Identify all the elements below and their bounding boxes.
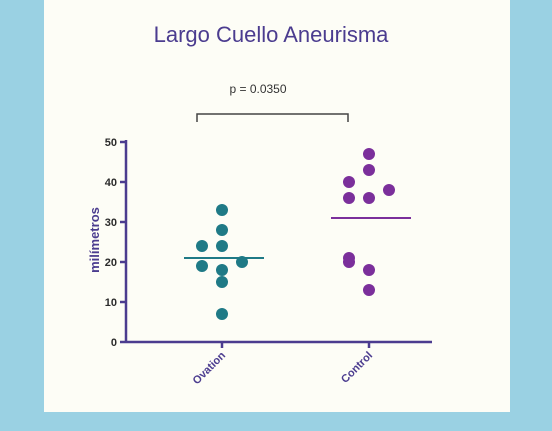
data-point	[216, 264, 228, 276]
data-point	[216, 276, 228, 288]
data-point	[363, 284, 375, 296]
x-categories: Ovation Control	[191, 342, 375, 387]
x-category-label: Ovation	[191, 349, 229, 387]
significance-bracket	[196, 113, 349, 122]
y-tick-label: 20	[105, 257, 117, 269]
data-point	[343, 192, 355, 204]
y-tick-label: 40	[105, 177, 117, 189]
data-point	[236, 256, 248, 268]
data-point	[216, 204, 228, 216]
data-point	[216, 224, 228, 236]
p-value-annotation: p = 0.0350	[229, 82, 286, 96]
y-tick-label: 50	[105, 137, 117, 149]
title-band	[44, 0, 510, 14]
x-category-label: Control	[339, 350, 375, 386]
chart-title: Largo Cuello Aneurisma	[154, 22, 390, 47]
data-point	[196, 240, 208, 252]
data-point	[383, 184, 395, 196]
data-point	[343, 176, 355, 188]
data-point	[363, 264, 375, 276]
y-axis-label: milímetros	[87, 207, 102, 273]
data-point	[363, 148, 375, 160]
data-point	[343, 252, 355, 264]
data-point	[196, 260, 208, 272]
chart-card	[44, 14, 510, 412]
mean-lines	[184, 217, 411, 259]
y-tick-label: 0	[111, 337, 117, 349]
data-point	[216, 308, 228, 320]
y-tick-label: 10	[105, 297, 117, 309]
y-ticks: 0 10 20 30 40 50	[105, 137, 126, 349]
data-points	[196, 148, 395, 320]
y-tick-label: 30	[105, 217, 117, 229]
data-point	[216, 240, 228, 252]
data-point	[363, 192, 375, 204]
data-point	[363, 164, 375, 176]
